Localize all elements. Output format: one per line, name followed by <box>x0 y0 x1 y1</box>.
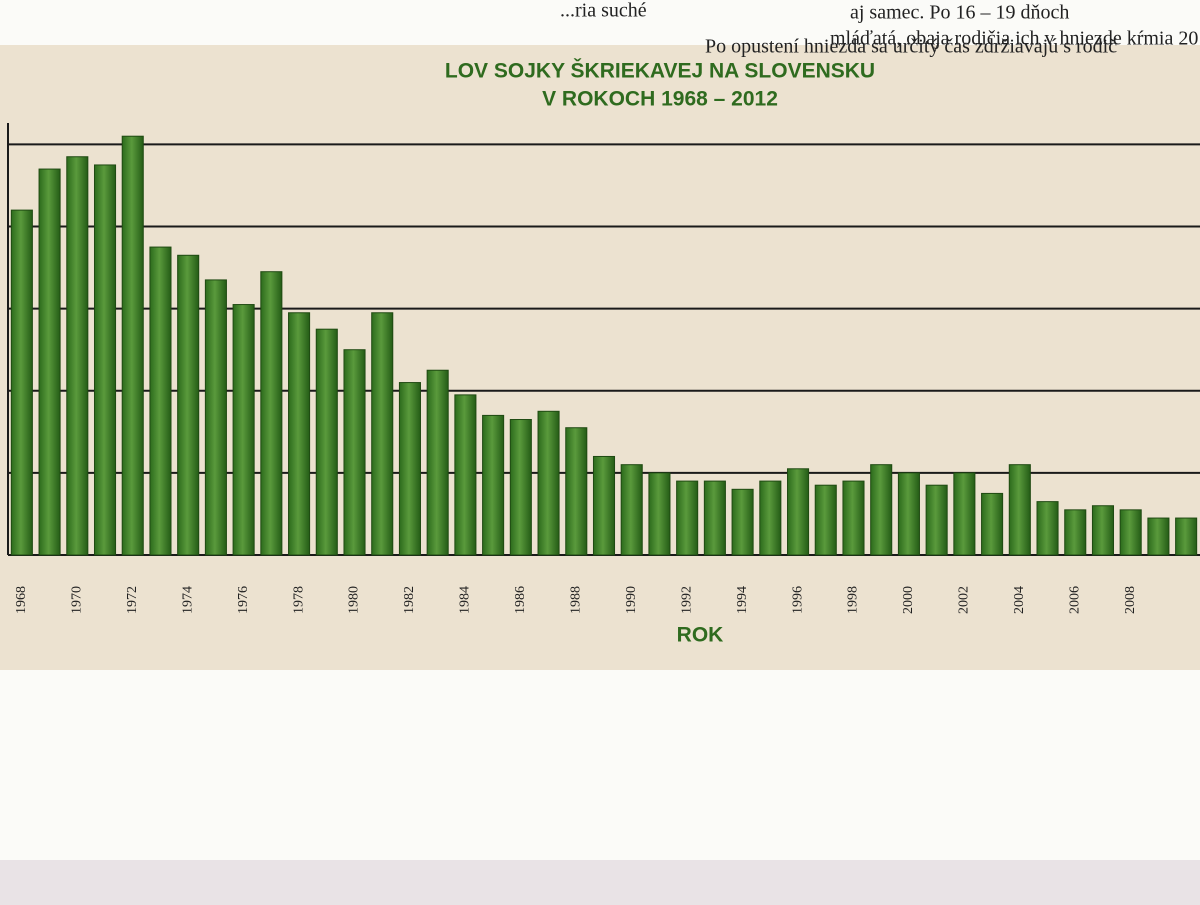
bar <box>343 349 366 556</box>
bar <box>814 484 837 556</box>
bar <box>204 279 227 556</box>
bar <box>1036 501 1059 556</box>
bar <box>288 312 311 556</box>
x-tick-label: 2008 <box>1123 586 1138 614</box>
bar <box>1175 517 1198 556</box>
chart-title: LOV SOJKY ŠKRIEKAVEJ NA SLOVENSKU <box>445 59 875 83</box>
x-tick-label: 2002 <box>957 586 972 614</box>
x-tick-label: 1970 <box>70 586 85 614</box>
bar <box>787 468 810 556</box>
bar <box>398 382 421 556</box>
bar <box>1091 505 1115 556</box>
chart-subtitle: V ROKOCH 1968 – 2012 <box>542 88 778 111</box>
bar <box>177 254 200 556</box>
bar <box>10 209 33 556</box>
bar <box>66 156 89 556</box>
x-tick-label: 1978 <box>291 586 306 614</box>
bar <box>981 492 1004 556</box>
bar <box>925 484 948 556</box>
bar <box>371 312 394 556</box>
x-tick-label: 1986 <box>513 586 528 614</box>
x-tick-label: 1972 <box>125 586 140 614</box>
bar <box>232 304 255 556</box>
x-tick-label: 1976 <box>236 586 251 614</box>
x-tick-label: 2004 <box>1012 586 1027 614</box>
bar <box>38 168 61 556</box>
page-text: Po opustení hniezda sa určitý čas zdržia… <box>705 36 1117 58</box>
bar <box>1008 464 1031 556</box>
bar <box>509 419 532 556</box>
bar <box>426 369 449 556</box>
x-tick-label: 1998 <box>846 586 861 614</box>
page-text: ...ria suché <box>560 0 647 22</box>
x-tick-label: 2006 <box>1067 586 1082 614</box>
page-text: aj samec. Po 16 – 19 dňoch <box>850 2 1069 24</box>
bar <box>260 271 283 556</box>
x-tick-label: 1990 <box>624 586 639 614</box>
bar <box>1064 509 1087 556</box>
bar <box>870 464 893 556</box>
bar <box>1147 517 1170 556</box>
x-axis-label: ROK <box>677 624 724 647</box>
chart-panel <box>0 45 1200 670</box>
x-tick-label: 1974 <box>180 586 195 614</box>
x-tick-label: 1994 <box>735 586 750 614</box>
bar <box>121 135 144 556</box>
bar <box>537 410 560 556</box>
x-tick-label: 1980 <box>347 586 362 614</box>
bar <box>731 488 754 556</box>
bar <box>315 328 338 556</box>
x-tick-label: 2000 <box>901 586 916 614</box>
x-tick-label: 1992 <box>679 586 694 614</box>
x-tick-label: 1984 <box>458 586 473 614</box>
bar <box>676 480 699 556</box>
x-tick-label: 1968 <box>14 586 29 614</box>
bar <box>842 480 865 556</box>
x-tick-label: 1988 <box>568 586 583 614</box>
bar <box>565 427 588 556</box>
bar <box>620 464 643 556</box>
bar <box>897 472 920 556</box>
page-text: mláďatá, obaja rodičia ich v hniezde kŕm… <box>830 28 1200 50</box>
bar <box>1119 509 1142 556</box>
bar <box>703 480 726 556</box>
x-tick-label: 1996 <box>790 586 805 614</box>
bar <box>648 472 671 556</box>
bar <box>93 164 117 556</box>
bar <box>759 480 782 556</box>
bar <box>482 414 505 556</box>
bar <box>592 455 616 556</box>
x-tick-label: 1982 <box>402 586 417 614</box>
bar <box>953 472 976 556</box>
bar <box>454 394 477 556</box>
bar <box>149 246 172 556</box>
